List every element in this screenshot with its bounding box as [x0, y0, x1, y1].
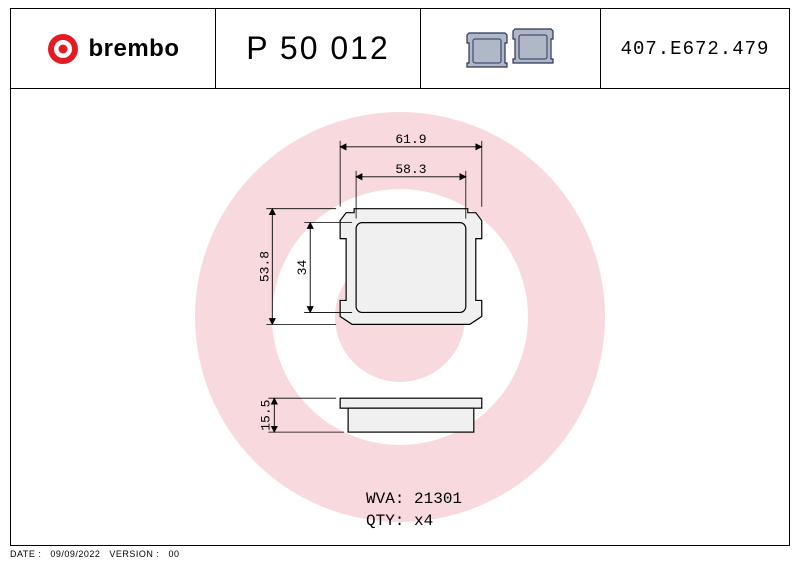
- qty-value: x4: [414, 512, 433, 530]
- brand-logo-cell: brembo: [11, 9, 216, 88]
- reference-code: 407.E672.479: [621, 38, 770, 60]
- product-icon-cell: [421, 9, 601, 88]
- footer-version-label: VERSION :: [109, 549, 159, 559]
- drawing-area: 61.9 58.3 53.8 34: [11, 89, 789, 545]
- technical-drawing: 61.9 58.3 53.8 34: [11, 89, 789, 546]
- qty-label: QTY:: [366, 512, 404, 530]
- brand-wordmark: brembo: [88, 35, 179, 63]
- meta-block: WVA: 21301 QTY: x4: [366, 489, 462, 532]
- dim-thickness: 15.5: [258, 400, 273, 431]
- header-bar: brembo P 50 012 407.E672.479: [11, 9, 789, 89]
- footer-version-value: 00: [168, 549, 179, 559]
- dim-overall-height: 53.8: [257, 251, 272, 282]
- side-view: [340, 398, 482, 432]
- front-view: [340, 209, 482, 325]
- reference-code-cell: 407.E672.479: [601, 9, 789, 88]
- brembo-disc-icon: [46, 32, 80, 66]
- dim-inner-width: 58.3: [395, 162, 426, 177]
- wva-label: WVA:: [366, 490, 404, 508]
- footer-line: DATE : 09/09/2022 VERSION : 00: [10, 549, 790, 559]
- footer-date-label: DATE :: [10, 549, 41, 559]
- dim-inner-height: 34: [295, 260, 310, 276]
- wva-value: 21301: [414, 490, 462, 508]
- part-number: P 50 012: [246, 30, 390, 67]
- brake-pad-icon: [463, 25, 559, 73]
- dim-overall-width: 61.9: [395, 132, 426, 147]
- datasheet-frame: brembo P 50 012 407.E672.479: [10, 8, 790, 546]
- footer-date-value: 09/09/2022: [50, 549, 100, 559]
- part-number-cell: P 50 012: [216, 9, 421, 88]
